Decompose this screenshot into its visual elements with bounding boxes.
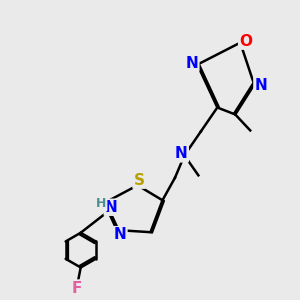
Text: N: N <box>175 146 188 161</box>
Text: N: N <box>186 56 198 70</box>
Text: N: N <box>114 227 127 242</box>
Text: H: H <box>96 197 106 210</box>
Text: N: N <box>105 200 118 215</box>
Text: O: O <box>239 34 252 49</box>
Text: N: N <box>254 78 267 93</box>
Text: S: S <box>134 173 145 188</box>
Text: F: F <box>71 280 82 296</box>
